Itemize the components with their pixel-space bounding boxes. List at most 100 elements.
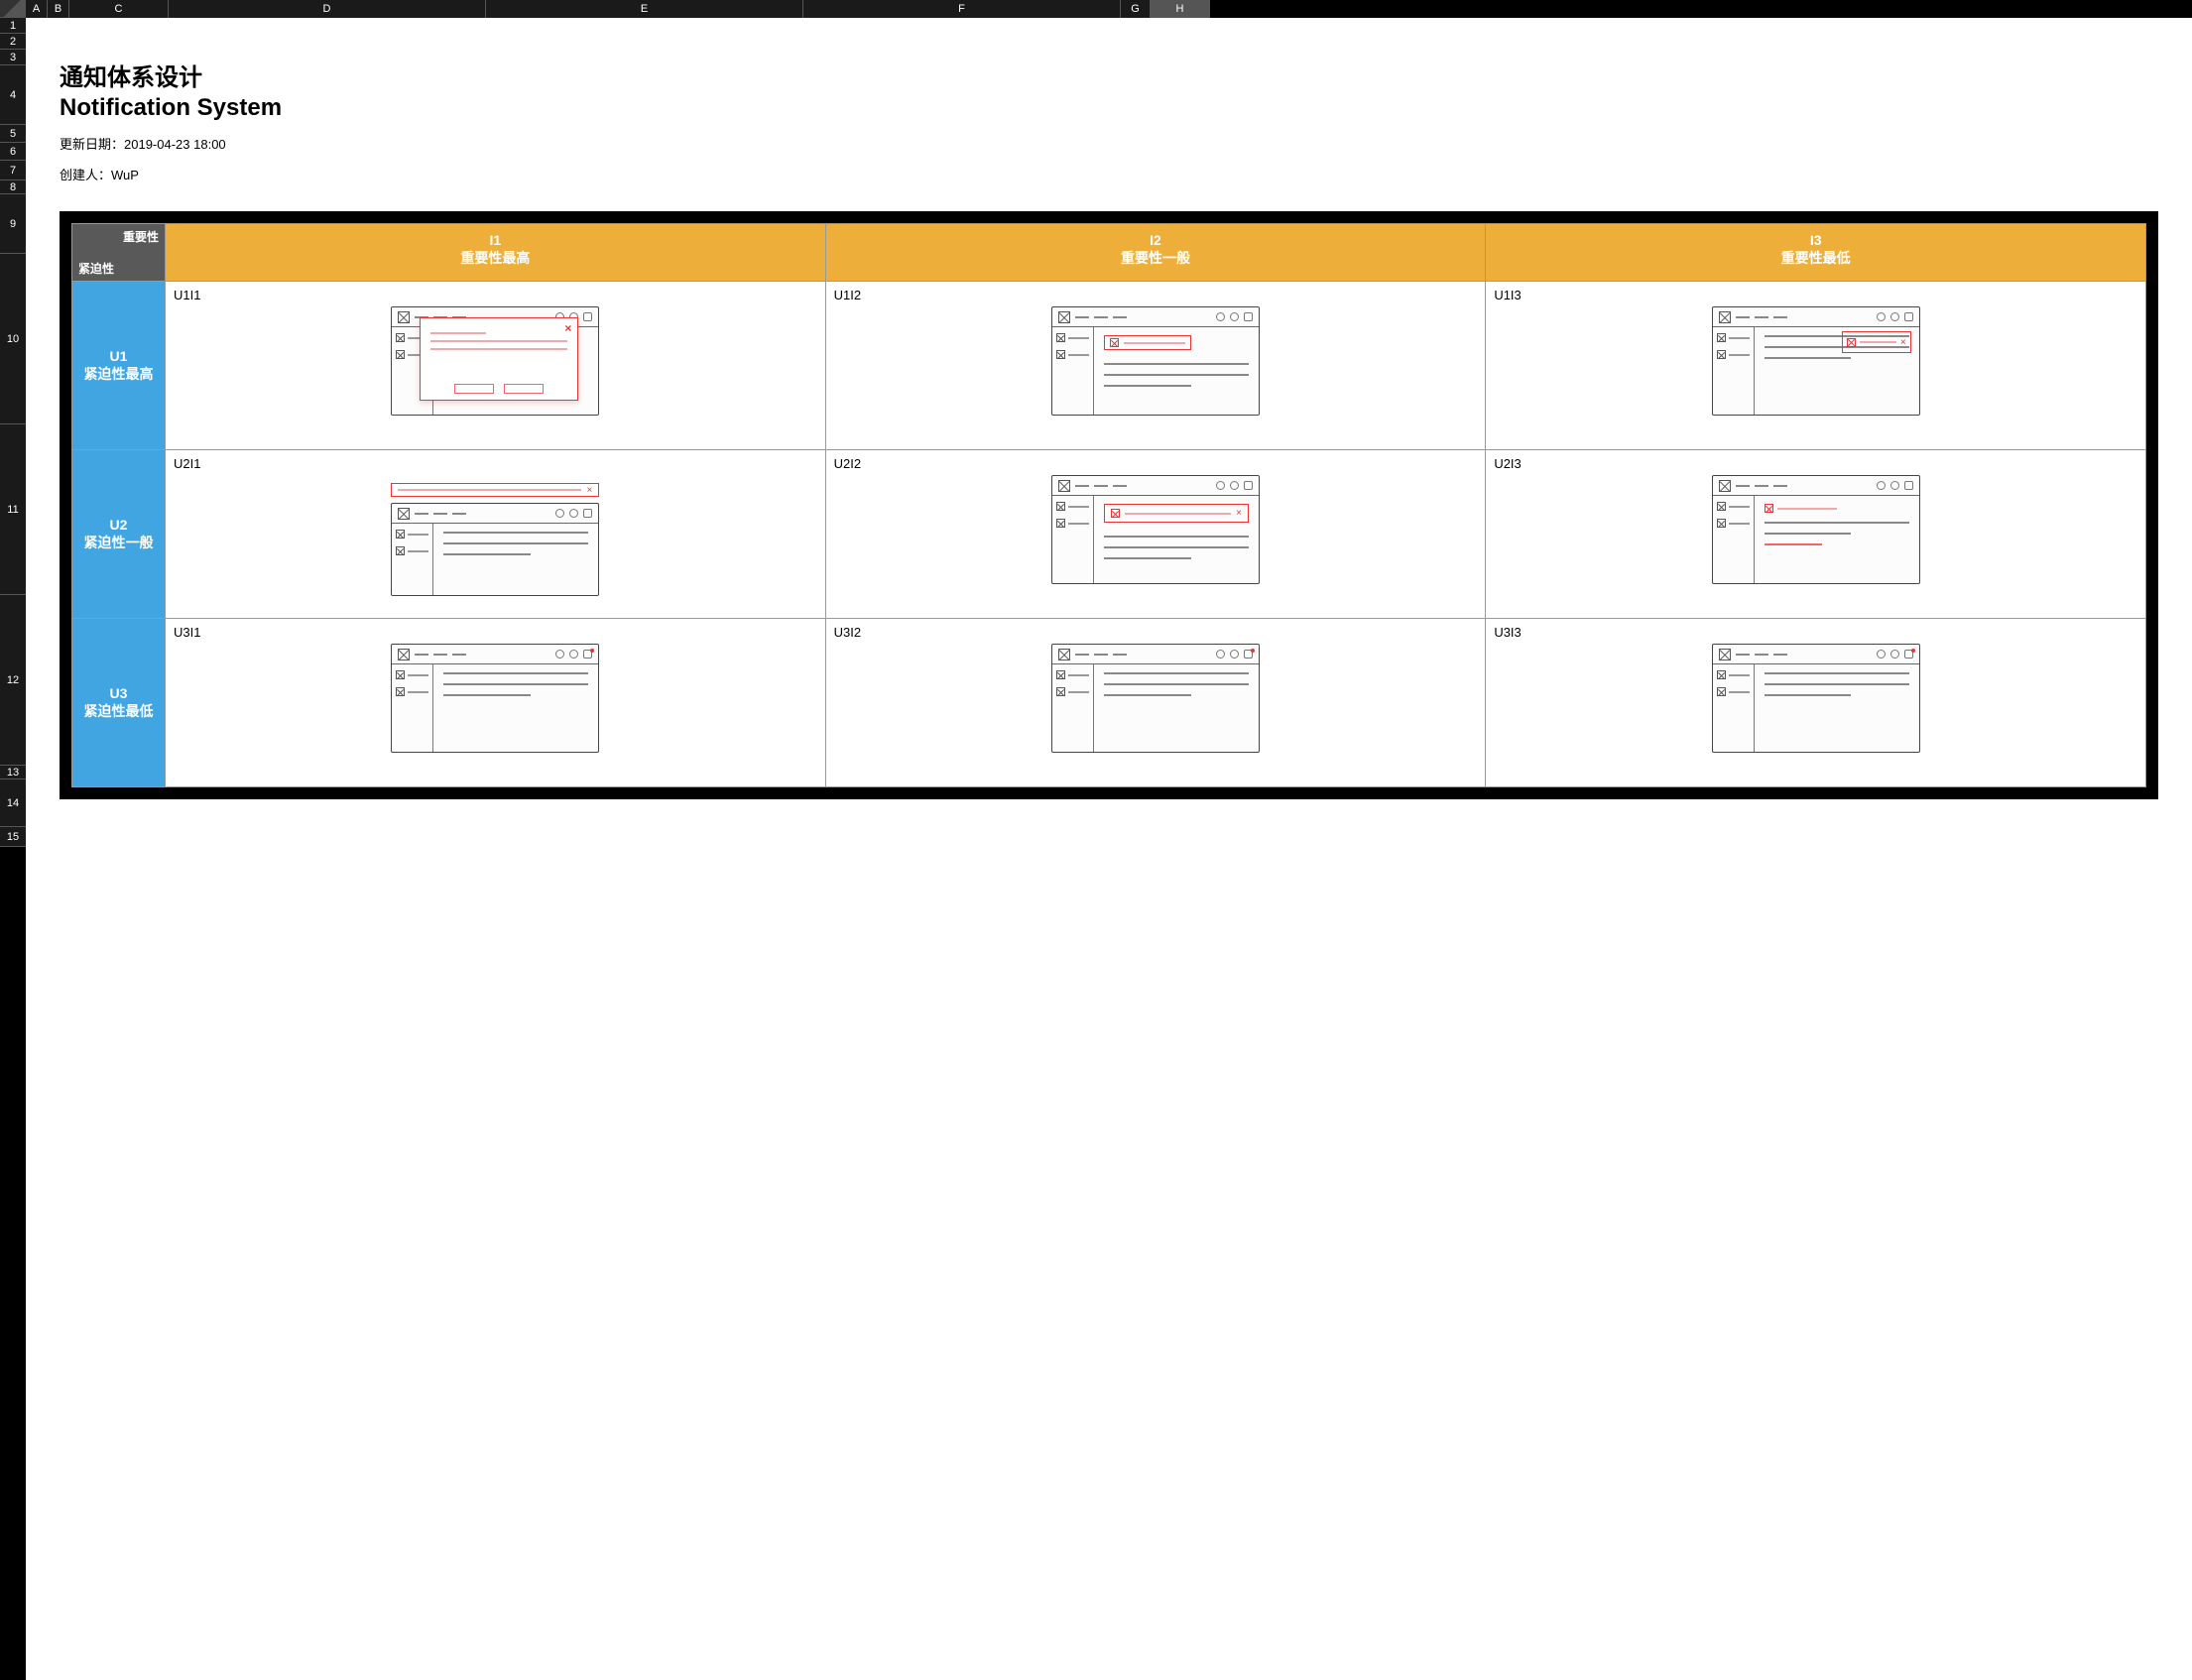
logo-icon	[398, 649, 410, 660]
logo-icon	[398, 311, 410, 323]
search-icon	[1216, 650, 1225, 659]
col-code: I2	[826, 232, 1486, 248]
search-icon	[1877, 481, 1886, 490]
col-header-b[interactable]: B	[48, 0, 69, 18]
modal-cancel-button	[454, 384, 494, 394]
user-icon	[1230, 650, 1239, 659]
close-icon: ×	[586, 485, 592, 496]
alert-icon	[1765, 504, 1773, 513]
inline-alert-dismissible: ×	[1104, 504, 1249, 523]
cell-label: U2I1	[174, 456, 817, 471]
bell-icon	[583, 312, 592, 321]
wireframe-badge-only	[1712, 644, 1920, 753]
corner-urgency-label: 紧迫性	[78, 260, 114, 277]
col-header-a[interactable]: A	[26, 0, 48, 18]
search-icon	[1216, 312, 1225, 321]
bell-icon	[1244, 312, 1253, 321]
close-icon: ×	[1900, 337, 1906, 348]
bell-badge-icon	[1244, 650, 1253, 659]
cell-u1i1: U1I1 ×	[166, 282, 826, 450]
meta-author-value: WuP	[111, 168, 139, 182]
row-header-u1: U1 紧迫性最高	[72, 282, 166, 450]
row-header-14[interactable]: 14	[0, 780, 26, 827]
col-label: 重要性一般	[1121, 250, 1190, 266]
row-header-5[interactable]: 5	[0, 125, 26, 143]
row-code: U1	[72, 348, 165, 364]
col-header-d[interactable]: D	[169, 0, 486, 18]
col-header-i3: I3 重要性最低	[1486, 224, 2146, 282]
cell-label: U1I3	[1494, 288, 2137, 302]
bell-icon	[583, 509, 592, 518]
row-header-2[interactable]: 2	[0, 34, 26, 50]
row-header-10[interactable]: 10	[0, 254, 26, 424]
logo-icon	[1058, 311, 1070, 323]
row-header-8[interactable]: 8	[0, 180, 26, 194]
col-header-f[interactable]: F	[803, 0, 1121, 18]
col-header-e[interactable]: E	[486, 0, 803, 18]
wireframe-text-highlight	[1712, 475, 1920, 584]
cell-u3i3: U3I3	[1486, 619, 2146, 787]
col-header-c[interactable]: C	[69, 0, 169, 18]
title-english: Notification System	[60, 94, 2192, 122]
spreadsheet-canvas[interactable]: 通知体系设计 Notification System 更新日期：2019-04-…	[26, 18, 2192, 1680]
logo-icon	[1058, 649, 1070, 660]
user-icon	[1230, 312, 1239, 321]
col-label: 重要性最高	[460, 250, 530, 266]
row-header-1[interactable]: 1	[0, 18, 26, 34]
bell-icon	[1904, 312, 1913, 321]
toast-notification: ×	[1842, 331, 1911, 353]
wireframe-toast: ×	[1712, 306, 1920, 416]
col-header-i2: I2 重要性一般	[825, 224, 1486, 282]
row-header-11[interactable]: 11	[0, 424, 26, 595]
cell-label: U2I3	[1494, 456, 2137, 471]
row-header-9[interactable]: 9	[0, 194, 26, 254]
row-header-4[interactable]: 4	[0, 65, 26, 125]
spreadsheet-row-headers: 1 2 3 4 5 6 7 8 9 10 11 12 13 14 15	[0, 18, 26, 847]
select-all-corner[interactable]	[0, 0, 26, 18]
logo-icon	[1719, 649, 1731, 660]
row-header-u2: U2 紧迫性一般	[72, 450, 166, 619]
row-header-7[interactable]: 7	[0, 161, 26, 180]
col-header-i1: I1 重要性最高	[166, 224, 826, 282]
cell-label: U3I1	[174, 625, 817, 640]
col-header-g[interactable]: G	[1121, 0, 1151, 18]
search-icon	[1877, 650, 1886, 659]
bell-badge-icon	[583, 650, 592, 659]
search-icon	[555, 650, 564, 659]
top-banner-alert: ×	[391, 483, 599, 497]
row-code: U2	[72, 517, 165, 533]
logo-icon	[398, 508, 410, 520]
modal-ok-button	[504, 384, 544, 394]
cell-label: U1I2	[834, 288, 1478, 302]
logo-icon	[1719, 480, 1731, 492]
corner-importance-label: 重要性	[123, 228, 159, 245]
wireframe-modal-dialog: ×	[391, 306, 599, 416]
row-header-u3: U3 紧迫性最低	[72, 619, 166, 787]
row-header-12[interactable]: 12	[0, 595, 26, 766]
cell-u3i2: U3I2	[825, 619, 1486, 787]
wireframe-inline-banner	[1051, 306, 1260, 416]
bell-icon	[1904, 481, 1913, 490]
row-header-13[interactable]: 13	[0, 766, 26, 780]
cell-u2i3: U2I3	[1486, 450, 2146, 619]
cell-u3i1: U3I1	[166, 619, 826, 787]
row-label: 紧迫性最高	[84, 366, 154, 382]
close-icon: ×	[564, 321, 571, 335]
col-header-h[interactable]: H	[1151, 0, 1210, 18]
row-header-3[interactable]: 3	[0, 50, 26, 65]
user-icon	[1890, 481, 1899, 490]
matrix-corner: 重要性 紧迫性	[72, 224, 166, 282]
row-header-15[interactable]: 15	[0, 827, 26, 847]
search-icon	[1877, 312, 1886, 321]
cell-label: U3I3	[1494, 625, 2137, 640]
user-icon	[1890, 312, 1899, 321]
wireframe-inline-alert-full: ×	[1051, 475, 1260, 584]
row-label: 紧迫性最低	[84, 703, 154, 719]
row-label: 紧迫性一般	[84, 535, 154, 550]
alert-icon	[1110, 338, 1119, 347]
meta-date-label: 更新日期：	[60, 137, 124, 152]
row-header-6[interactable]: 6	[0, 143, 26, 161]
wireframe-badge-only	[391, 644, 599, 753]
title-chinese: 通知体系设计	[60, 58, 2192, 92]
col-label: 重要性最低	[1781, 250, 1851, 266]
